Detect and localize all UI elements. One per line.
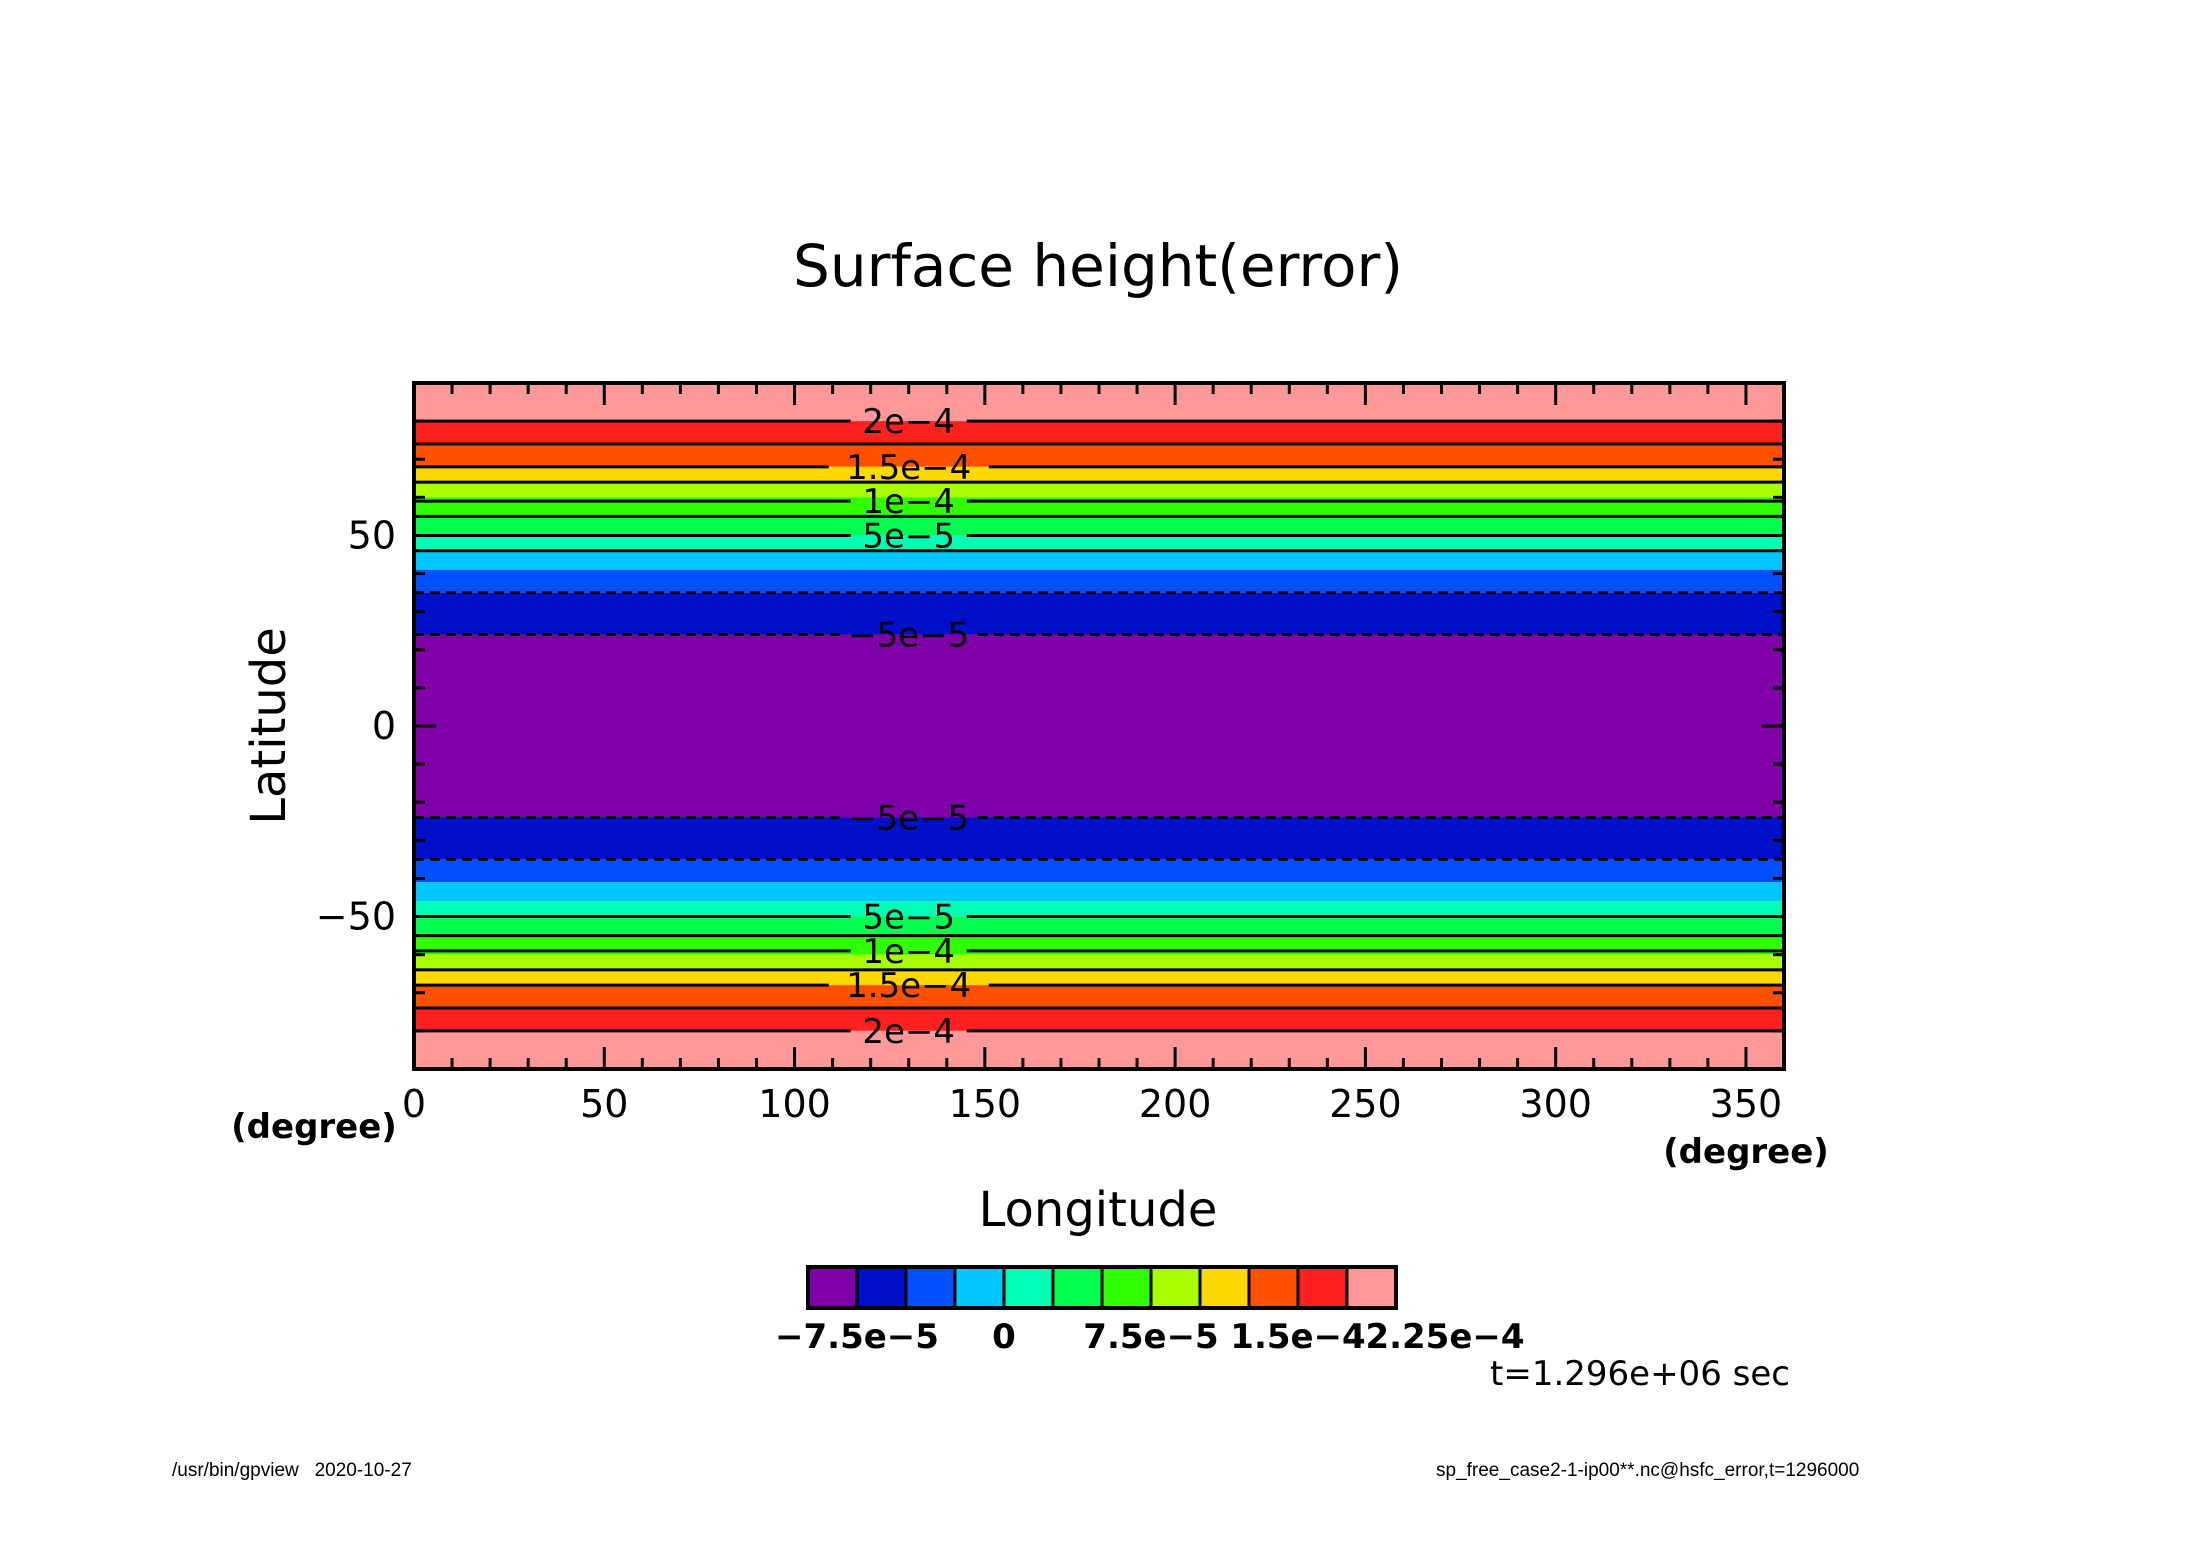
contour-label-12: 5e−5 — [862, 898, 955, 938]
x-tick-label-200: 200 — [1139, 1082, 1212, 1126]
contour-label-6: 5e−5 — [862, 516, 955, 556]
contour-label-9: −5e−5 — [848, 616, 969, 656]
x-tick-label-350: 350 — [1710, 1082, 1783, 1126]
band-4 — [414, 482, 1784, 498]
contour-label-4: 1e−4 — [862, 482, 955, 522]
colorbar-cell-9 — [1247, 1265, 1300, 1310]
x-tick-label-50: 50 — [580, 1082, 628, 1126]
x-tick-label-0: 0 — [402, 1082, 426, 1126]
y-axis-label: Latitude — [241, 627, 297, 825]
footer-right: sp_free_case2-1-ip00**.nc@hsfc_error,t=1… — [1436, 1460, 1860, 1481]
band-13 — [414, 859, 1784, 883]
band-19 — [414, 969, 1784, 986]
colorbar-cell-4 — [1002, 1265, 1055, 1310]
contour-label-16: 1.5e−4 — [846, 966, 971, 1006]
colorbar-label-3: 1.5e−4 — [1230, 1317, 1365, 1357]
contour-lines — [414, 419, 1784, 1033]
colorbar-label-0: −7.5e−5 — [775, 1317, 939, 1357]
band-15 — [414, 901, 1784, 917]
x-tick-label-150: 150 — [949, 1082, 1022, 1126]
band-18 — [414, 954, 1784, 970]
band-9 — [414, 569, 1784, 593]
x-tick-label-300: 300 — [1519, 1082, 1592, 1126]
y-tick-labels: −50 0 50 — [316, 513, 396, 938]
band-1 — [414, 421, 1784, 444]
x-tick-label-100: 100 — [758, 1082, 831, 1126]
time-annotation: t=1.296e+06 sec — [1490, 1354, 1790, 1394]
band-16 — [414, 916, 1784, 936]
band-2 — [414, 443, 1784, 467]
y-tick-label-50: 50 — [348, 513, 396, 557]
contour-label-0: 2e−4 — [862, 402, 955, 442]
colorbar-frame — [806, 1265, 1398, 1310]
footer-left: /usr/bin/gpview 2020-10-27 — [172, 1460, 412, 1481]
band-3 — [414, 466, 1784, 483]
band-10 — [414, 592, 1784, 635]
x-unit-label: (degree) — [1663, 1132, 1829, 1172]
contour-labels: 2e−41.5e−41e−45e−5−5e−5−5e−55e−51e−41.5e… — [846, 402, 971, 1052]
x-axis-label: Longitude — [979, 1182, 1218, 1238]
contour-label-14: 1e−4 — [862, 932, 955, 972]
colorbar-label-1: 0 — [992, 1317, 1016, 1357]
colorbar-label-2: 7.5e−5 — [1083, 1317, 1218, 1357]
band-8 — [414, 550, 1784, 570]
contour-label-2: 1.5e−4 — [846, 448, 971, 488]
colorbar-cell-6 — [1100, 1265, 1153, 1310]
colorbar-cell-1 — [855, 1265, 908, 1310]
band-11 — [414, 634, 1784, 818]
y-unit-label: (degree) — [231, 1107, 397, 1147]
band-21 — [414, 1008, 1784, 1031]
colorbar-cell-8 — [1198, 1265, 1251, 1310]
x-tick-labels: 0 50 100 150 200 250 300 350 — [402, 1082, 1782, 1126]
colorbar-labels: −7.5e−5 0 7.5e−5 1.5e−4 2.25e−4 — [775, 1317, 1525, 1357]
colorbar — [806, 1265, 1398, 1310]
colorbar-cell-2 — [904, 1265, 957, 1310]
chart-title: Surface height(error) — [793, 232, 1403, 300]
colorbar-cell-3 — [953, 1265, 1006, 1310]
y-tick-label--50: −50 — [316, 895, 396, 939]
contour-label-10: −5e−5 — [848, 798, 969, 838]
y-tick-label-0: 0 — [372, 704, 396, 748]
axis-ticks — [412, 383, 1786, 1069]
colorbar-cell-11 — [1345, 1265, 1398, 1310]
band-20 — [414, 985, 1784, 1009]
colorbar-cell-0 — [806, 1265, 859, 1310]
x-tick-label-250: 250 — [1329, 1082, 1402, 1126]
filled-bands — [414, 383, 1784, 1069]
colorbar-cell-7 — [1149, 1265, 1202, 1310]
colorbar-cell-10 — [1296, 1265, 1349, 1310]
contour-label-18: 2e−4 — [862, 1012, 955, 1052]
colorbar-cell-5 — [1051, 1265, 1104, 1310]
band-7 — [414, 535, 1784, 551]
colorbar-label-4: 2.25e−4 — [1365, 1317, 1524, 1357]
band-6 — [414, 516, 1784, 536]
band-12 — [414, 817, 1784, 860]
band-14 — [414, 882, 1784, 902]
